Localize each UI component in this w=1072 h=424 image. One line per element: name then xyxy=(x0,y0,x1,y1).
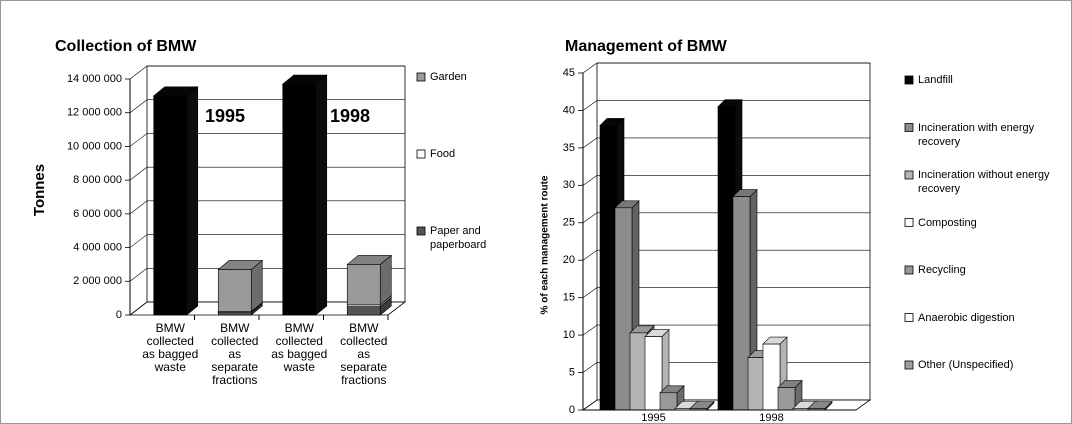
y-tick-label: 45 xyxy=(563,67,575,79)
bar xyxy=(346,306,381,316)
grid-line-side xyxy=(582,249,598,261)
chart-title: Management of BMW xyxy=(565,38,728,55)
y-tick-label: 6 000 000 xyxy=(73,208,122,220)
legend-swatch xyxy=(904,218,914,227)
legend-label: Incineration without energy recovery xyxy=(918,169,1050,195)
grid-line-side xyxy=(129,65,148,80)
legend-label: Garden xyxy=(430,71,467,83)
y-tick-label: 20 xyxy=(563,254,575,266)
legend-label: Anaerobic digestion xyxy=(918,311,1015,324)
y-tick-label: 10 000 000 xyxy=(67,140,122,152)
x-tick-label: BMW collected as bagged waste xyxy=(271,321,328,374)
y-tick-label: 14 000 000 xyxy=(67,73,122,85)
y-tick-label: 40 xyxy=(563,104,575,116)
bar xyxy=(777,387,796,411)
y-axis-label: % of each management route xyxy=(540,175,551,314)
bar xyxy=(659,392,678,411)
x-tick-label: 1995 xyxy=(641,412,665,424)
x-tick-label: BMW collected as separate fractions xyxy=(211,321,259,387)
legend-label: Paper and paperboard xyxy=(430,225,487,251)
legend-swatch xyxy=(904,170,914,180)
legend-label: Incineration with energy recovery xyxy=(918,121,1035,148)
grid-line-side xyxy=(129,99,148,113)
bar xyxy=(644,336,663,411)
x-tick-label: BMW collected as separate fractions xyxy=(340,321,388,387)
grid-line-side xyxy=(582,212,598,224)
y-tick-label: 12 000 000 xyxy=(67,107,122,119)
legend-swatch xyxy=(904,313,914,322)
y-tick-label: 5 xyxy=(569,366,575,378)
grid-line-side xyxy=(129,133,148,147)
bar xyxy=(717,106,736,411)
y-tick-label: 4 000 000 xyxy=(73,241,122,253)
annotation: 1998 xyxy=(330,106,370,126)
legend-swatch xyxy=(416,72,426,82)
x-tick-label: BMW collected as bagged waste xyxy=(142,321,199,374)
bar xyxy=(732,196,751,411)
x-tick-label: 1998 xyxy=(759,412,783,424)
legend-swatch xyxy=(904,360,914,370)
bar xyxy=(629,332,648,411)
y-tick-label: 0 xyxy=(116,309,122,321)
legend-label: Recycling xyxy=(918,264,966,276)
bar xyxy=(599,125,618,411)
bar xyxy=(762,343,781,411)
y-tick-label: 25 xyxy=(563,217,575,229)
bar xyxy=(346,264,381,306)
legend-swatch xyxy=(904,265,914,275)
legend-swatch xyxy=(416,226,426,236)
y-tick-label: 10 xyxy=(563,329,575,341)
grid-line-side xyxy=(582,362,598,373)
legend-label: Other (Unspecified) xyxy=(918,359,1014,371)
grid-line-side xyxy=(582,100,598,111)
grid-line-side xyxy=(129,268,148,282)
legend-label: Composting xyxy=(918,216,977,229)
grid-line-side xyxy=(129,200,148,215)
grid-line-side xyxy=(582,62,598,74)
bar xyxy=(614,207,633,411)
y-tick-label: 35 xyxy=(563,142,575,154)
y-tick-label: 2 000 000 xyxy=(73,275,122,287)
y-axis-label: Tonnes xyxy=(31,164,48,216)
bar-side xyxy=(186,86,199,316)
legend-swatch xyxy=(904,123,914,132)
grid-line-side xyxy=(129,166,148,181)
legend-label: Landfill xyxy=(918,74,953,86)
grid-line-side xyxy=(129,301,148,316)
grid-line-side xyxy=(582,399,598,411)
grid-line-side xyxy=(129,234,148,248)
bar xyxy=(153,95,188,316)
legend-swatch xyxy=(416,149,426,159)
y-tick-label: 30 xyxy=(563,179,575,191)
legend-label: Food xyxy=(430,148,456,160)
y-tick-label: 8 000 000 xyxy=(73,174,122,186)
grid-line-side xyxy=(582,137,598,149)
legend-swatch xyxy=(904,75,914,85)
bar xyxy=(282,83,317,316)
grid-line-side xyxy=(582,287,598,298)
grid-line-side xyxy=(582,175,598,186)
y-tick-label: 0 xyxy=(569,404,575,416)
grid-line-side xyxy=(582,324,598,336)
bar xyxy=(747,357,766,411)
bar xyxy=(217,312,252,316)
y-tick-label: 15 xyxy=(563,292,575,304)
annotation: 1995 xyxy=(205,106,245,126)
bar xyxy=(217,269,252,312)
chart-title: Collection of BMW xyxy=(55,38,197,55)
bar-side xyxy=(315,74,328,316)
